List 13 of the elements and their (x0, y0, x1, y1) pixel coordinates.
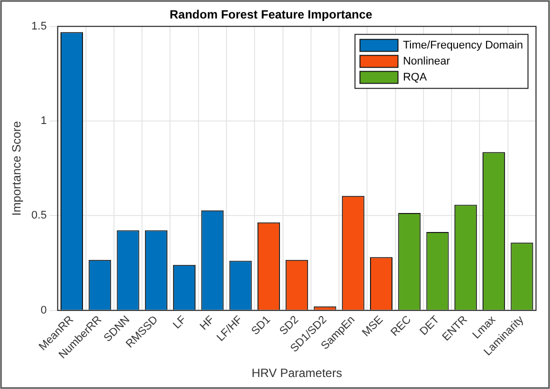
legend-label: RQA (402, 71, 428, 84)
y-tick-label: 0.5 (31, 210, 47, 222)
legend-label: Time/Frequency Domain (402, 39, 524, 52)
chart-title: Random Forest Feature Importance (170, 8, 373, 22)
x-axis-title: HRV Parameters (252, 366, 342, 380)
x-tick-label: LF (171, 314, 189, 332)
y-axis-title: Importance Score (10, 120, 24, 216)
y-tick-label: 1 (40, 115, 47, 128)
x-tick-label: HF (198, 314, 217, 333)
x-tick-label: SD1 (249, 314, 273, 338)
legend-label: Nonlinear (402, 55, 450, 68)
y-tick-label: 0 (40, 304, 47, 316)
y-tick-label: 1.5 (31, 20, 47, 32)
